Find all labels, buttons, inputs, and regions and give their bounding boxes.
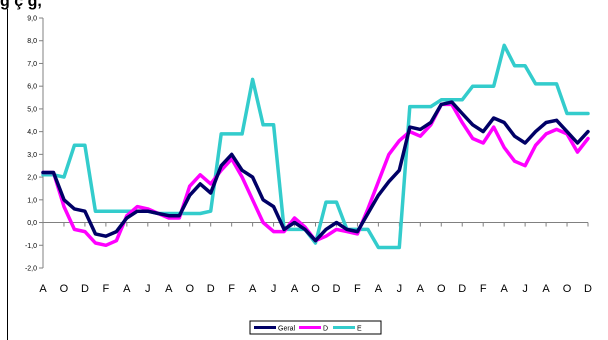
y-tick-label: 0,0 [27,220,37,227]
x-tick-label: A [542,283,550,295]
x-tick-label: O [60,283,69,295]
y-tick-label: 5,0 [27,106,37,113]
y-tick-label: 3,0 [27,152,37,159]
x-tick-label: J [522,283,528,295]
x-tick-label: A [375,283,383,295]
legend-label: E [357,326,362,333]
x-tick-label: A [39,283,47,295]
legend-label: Geral [278,326,296,333]
x-tick-label: A [249,283,257,295]
chart-title-fragment: g ç g, [0,0,42,10]
x-tick-label: D [332,283,340,295]
y-tick-label: -2,0 [25,266,37,273]
y-tick-label: 8,0 [27,38,37,45]
x-tick-label: O [437,283,446,295]
series-layer [41,43,590,250]
x-tick-label: D [207,283,215,295]
y-tick-label: 4,0 [27,129,37,136]
y-tick-label: 9,0 [27,16,37,23]
x-tick-label: F [480,283,487,295]
x-tick-label: D [81,283,89,295]
x-tick-label: D [584,283,592,295]
y-tick-label: 6,0 [27,84,37,91]
x-tick-label: O [563,283,572,295]
x-tick-label: F [103,283,110,295]
chart-frame-border [7,9,8,340]
x-tick-label: F [354,283,361,295]
x-tick-label: A [500,283,508,295]
x-tick-label: O [185,283,194,295]
x-tick-label: J [145,283,151,295]
y-tick-label: 7,0 [27,61,37,68]
axes: -2,0-1,00,01,02,03,04,05,06,07,08,09,0A O… [25,16,592,296]
x-tick-label: F [228,283,235,295]
x-tick-label: O [311,283,320,295]
x-tick-label: J [397,283,403,295]
x-tick-label: J [271,283,277,295]
x-tick-label: A [291,283,299,295]
legend: Geral D E [249,320,382,335]
series-line-geral [41,100,590,243]
legend-label: D [323,326,328,333]
x-tick-label: D [458,283,466,295]
y-tick-label: 1,0 [27,197,37,204]
x-tick-label: A [165,283,173,295]
x-tick-label: A [417,283,425,295]
y-tick-label: -1,0 [25,243,37,250]
x-tick-label: A [123,283,131,295]
y-tick-label: 2,0 [27,175,37,182]
